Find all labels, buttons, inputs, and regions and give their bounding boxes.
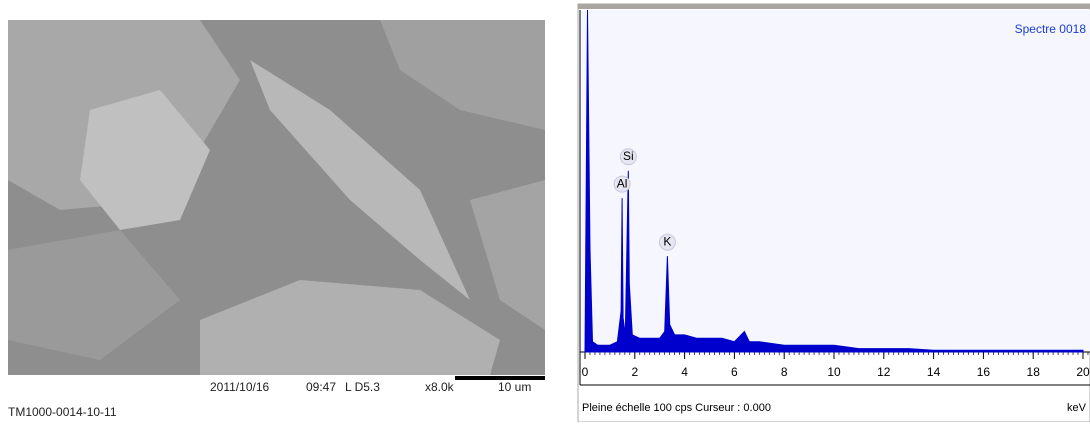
- peak-marker: [613, 175, 631, 193]
- footer: Pleine échelle 100 cps Curseur : 0.000: [582, 402, 771, 414]
- x-tick-label: 12: [877, 365, 891, 379]
- x-tick-label: 16: [977, 365, 991, 379]
- sem-image: [8, 20, 545, 375]
- peak-label: K: [663, 234, 671, 248]
- sem-magnification: x8.0k: [425, 380, 455, 394]
- x-tick-label: 4: [681, 365, 688, 379]
- x-tick-label: 2: [631, 365, 638, 379]
- x-tick-label: 8: [781, 365, 788, 379]
- peak-label: Al: [617, 176, 628, 190]
- spectrum: [584, 9, 1084, 353]
- x-tick-label: 18: [1027, 365, 1041, 379]
- peak-marker: [658, 233, 676, 251]
- sem-date: 2011/10/16: [210, 380, 269, 394]
- x-tick-label: 20: [1076, 365, 1090, 379]
- x-tick-label: 10: [827, 365, 841, 379]
- x-tick-label: 6: [731, 365, 738, 379]
- sem-mode: L D5.3: [345, 380, 380, 394]
- x-tick-label: 0: [582, 365, 589, 379]
- peak-marker: [619, 148, 637, 166]
- sem-time: 09:47: [306, 380, 336, 394]
- spectrum-panel: Spectre 0018 Pleine échelle 100 cps Curs…: [577, 3, 1090, 423]
- scale-bar: [455, 376, 545, 380]
- x-axis-label: keV: [1067, 402, 1087, 414]
- sem-id: TM1000-0014-10-11: [8, 405, 117, 419]
- x-tick-label: 14: [927, 365, 941, 379]
- peak-label: Si: [623, 149, 634, 163]
- sem-scale: 10 um: [498, 380, 531, 394]
- chart-title: Spectre 0018: [1015, 22, 1087, 36]
